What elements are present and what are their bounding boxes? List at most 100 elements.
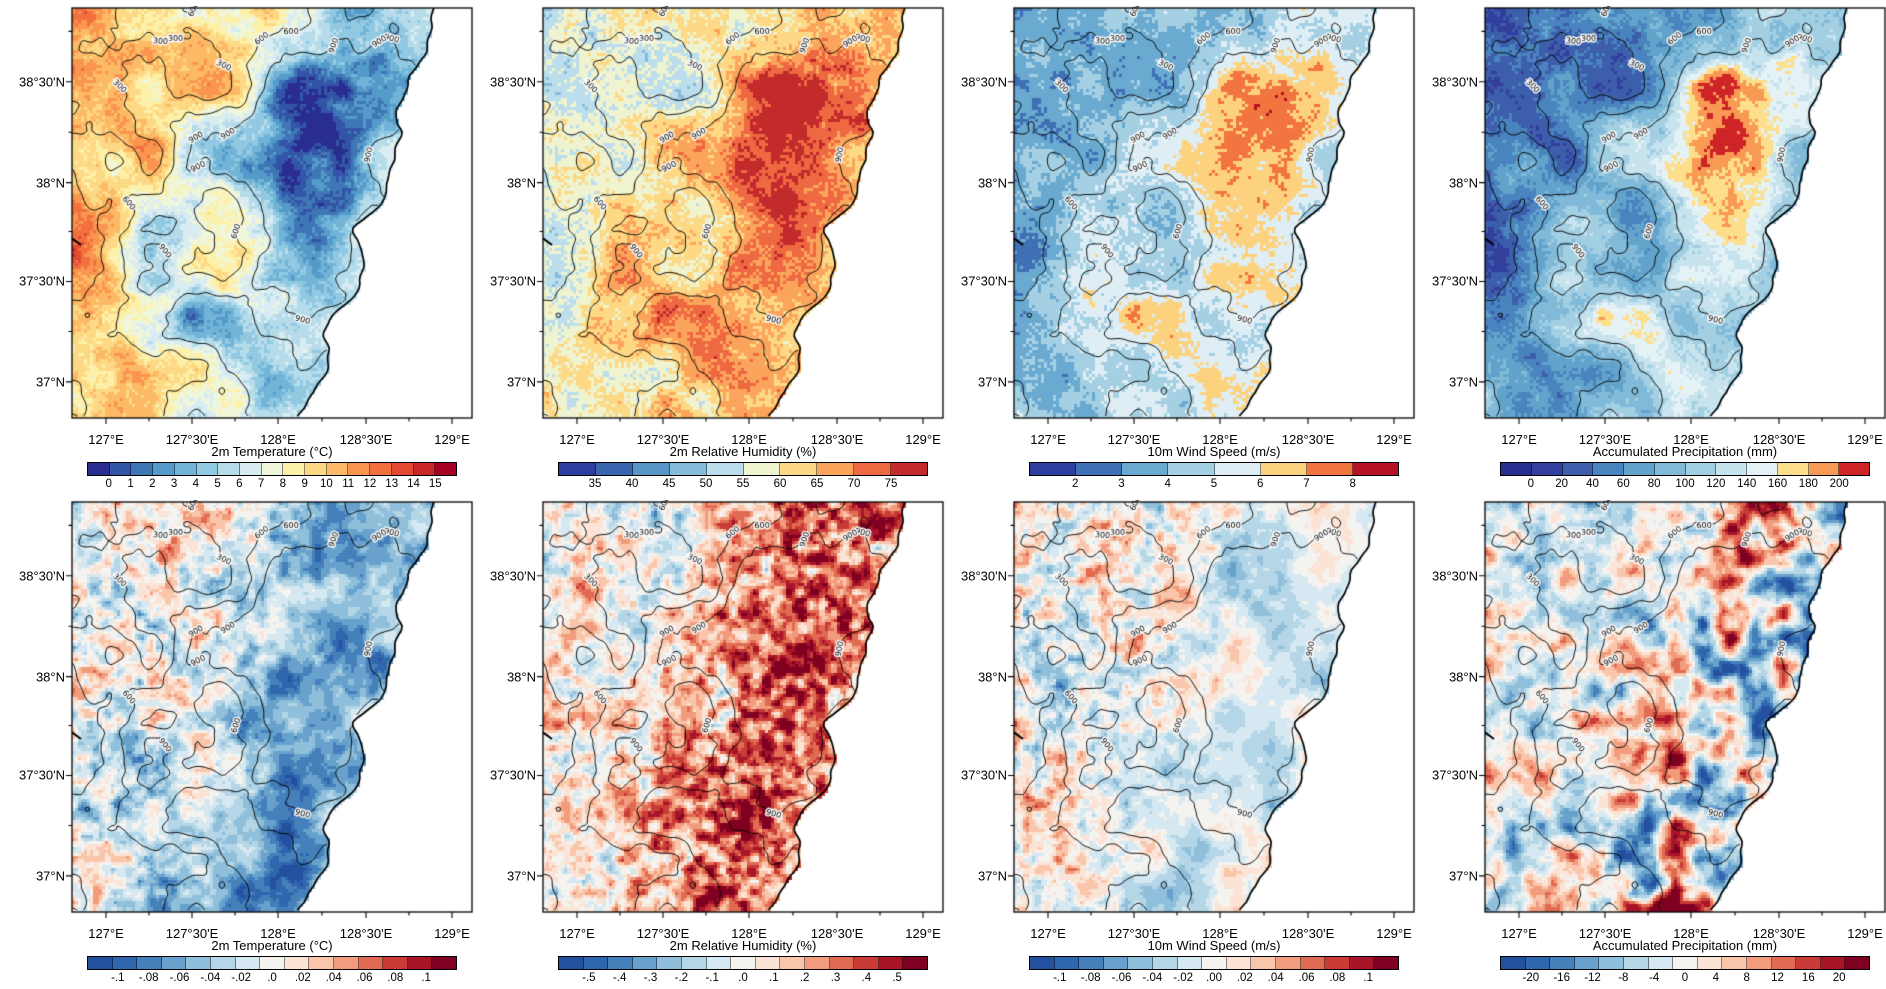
lon-tick-label: 127°30'E — [636, 926, 690, 941]
lon-tick-label: 128°E — [1673, 432, 1709, 447]
lat-tick-label: 38°N — [35, 669, 65, 685]
lon-tick-label: 127°E — [1501, 432, 1537, 447]
lon-tick-label: 129°E — [905, 926, 941, 941]
colorbar-tick-label: .1 — [421, 972, 431, 984]
colorbar-cell — [137, 957, 162, 969]
lat-tick-label: 38°N — [35, 175, 65, 191]
colorbar-tick-label: 65 — [810, 478, 824, 490]
lat-tick-label: 37°N — [977, 374, 1007, 390]
lat-tick-label: 38°30'N — [490, 568, 536, 584]
colorbar-tick-label: .3 — [830, 972, 841, 984]
colorbar-tick-label: 0 — [105, 478, 112, 490]
colorbar-cell — [1550, 957, 1575, 969]
colorbar-tick-label: -.1 — [705, 972, 719, 984]
colorbar-cell — [681, 957, 707, 969]
colorbar-cell — [1593, 463, 1624, 475]
colorbar-cell — [1845, 957, 1869, 969]
colorbar-cell — [1306, 463, 1353, 475]
colorbar-cell — [1820, 957, 1846, 969]
lon-tick-label: 129°E — [905, 432, 941, 447]
lon-tick-label: 128°E — [260, 432, 296, 447]
lon-tick-label: 127°E — [559, 926, 595, 941]
colorbar-tick-row: -20 -16 -12 -8 -4 0 4 8 12 16 20 — [1500, 970, 1870, 985]
colorbar-tick-label: .0 — [267, 972, 277, 984]
map-canvas — [533, 6, 947, 428]
map-canvas — [62, 500, 476, 922]
panel-title: 2m Relative Humidity (%) — [669, 444, 817, 459]
colorbar-cell — [1128, 957, 1153, 969]
colorbar-cell — [1599, 957, 1624, 969]
colorbar-tick-label: 100 — [1675, 478, 1695, 490]
colorbar-tick-label: 70 — [847, 478, 861, 490]
colorbar-cells — [87, 956, 457, 970]
colorbar-cell — [595, 463, 633, 475]
lon-tick-label: 127°30'E — [1107, 432, 1161, 447]
colorbar-cell — [1722, 957, 1747, 969]
colorbar-cell — [1771, 957, 1797, 969]
colorbar-cell — [333, 957, 359, 969]
colorbar-tick-label: .06 — [1298, 972, 1315, 984]
lon-tick-label: 129°E — [1376, 432, 1412, 447]
colorbar-cell — [1030, 463, 1077, 475]
colorbar-cell — [1168, 463, 1215, 475]
colorbar-cell — [1716, 463, 1747, 475]
colorbar-tick-label: 140 — [1737, 478, 1757, 490]
colorbar-cell — [706, 957, 732, 969]
colorbar-cell — [1525, 957, 1551, 969]
colorbar-cell — [817, 463, 855, 475]
colorbar-cell — [731, 957, 756, 969]
colorbar-cell — [1275, 957, 1301, 969]
colorbar-tick-label: 0 — [1527, 478, 1535, 490]
colorbar: -.5 -.4 -.3 -.2 -.1 .0 .1 .2 .3 .4 .5 — [558, 956, 928, 985]
lat-tick-label: 37°30'N — [961, 273, 1007, 289]
colorbar-cell — [1624, 463, 1655, 475]
lat-tick-label: 37°N — [35, 374, 65, 390]
colorbar-tick-label: 6 — [1257, 478, 1264, 490]
lon-tick-label: 128°E — [731, 432, 767, 447]
colorbar-cell — [780, 463, 818, 475]
colorbar-cell — [131, 463, 154, 475]
lat-tick-label: 37°N — [35, 868, 65, 884]
colorbar-tick-label: 4 — [1164, 478, 1171, 490]
colorbar-cell — [109, 463, 132, 475]
colorbar-cell — [891, 463, 928, 475]
colorbar-tick-label: 16 — [1801, 972, 1815, 984]
lat-tick-label: 37°N — [1448, 868, 1478, 884]
colorbar-tick-label: -.1 — [111, 972, 125, 984]
map-panel-ws10m: 38°30'N 38°N 37°30'N 37°N 127°E 127°30'E 128°E… — [942, 0, 1418, 494]
colorbar-tick-label: .2 — [799, 972, 810, 984]
colorbar-cell — [1325, 957, 1350, 969]
colorbar-tick-label: 40 — [1586, 478, 1599, 490]
colorbar-cell — [1349, 957, 1375, 969]
colorbar-tick-label: -.1 — [1053, 972, 1067, 984]
colorbar-cell — [305, 463, 327, 475]
lat-tick-label: 37°N — [1448, 374, 1478, 390]
colorbar-cell — [1260, 463, 1307, 475]
panel-title: 2m Temperature (°C) — [211, 938, 333, 953]
lat-tick-label: 38°30'N — [490, 74, 536, 90]
lat-tick-label: 38°30'N — [1432, 74, 1478, 90]
colorbar-cell — [309, 957, 334, 969]
colorbar-cell — [348, 463, 371, 475]
colorbar-tick-label: -8 — [1618, 972, 1629, 984]
map-wrap: 38°30'N 38°N 37°30'N 37°N 127°E 127°30'E 128°E… — [490, 6, 947, 447]
lon-tick-label: 127°30'E — [165, 432, 219, 447]
colorbar-cells — [1500, 462, 1870, 476]
colorbar-cell — [1777, 463, 1809, 475]
colorbar-cell — [1152, 957, 1178, 969]
colorbar-tick-label: 2 — [1072, 478, 1079, 490]
lon-tick-label: 129°E — [434, 926, 470, 941]
lat-tick-label: 38°30'N — [19, 74, 65, 90]
colorbar-cell — [1747, 463, 1778, 475]
lat-tick-label: 37°30'N — [19, 273, 65, 289]
colorbar-tick-label: 120 — [1706, 478, 1726, 490]
map-panel-ws10m_diff: 38°30'N 38°N 37°30'N 37°N 127°E 127°30'E 128°E… — [942, 494, 1418, 988]
colorbar-cell — [1214, 463, 1261, 475]
lon-tick-label: 128°30'E — [339, 926, 393, 941]
colorbar-cell — [669, 463, 707, 475]
lat-tick-label: 37°30'N — [490, 273, 536, 289]
colorbar-cell — [161, 957, 187, 969]
colorbar-cell — [1251, 957, 1276, 969]
map-wrap: 38°30'N 38°N 37°30'N 37°N 127°E 127°30'E 128°E… — [961, 6, 1418, 447]
colorbar-cell — [1654, 463, 1686, 475]
